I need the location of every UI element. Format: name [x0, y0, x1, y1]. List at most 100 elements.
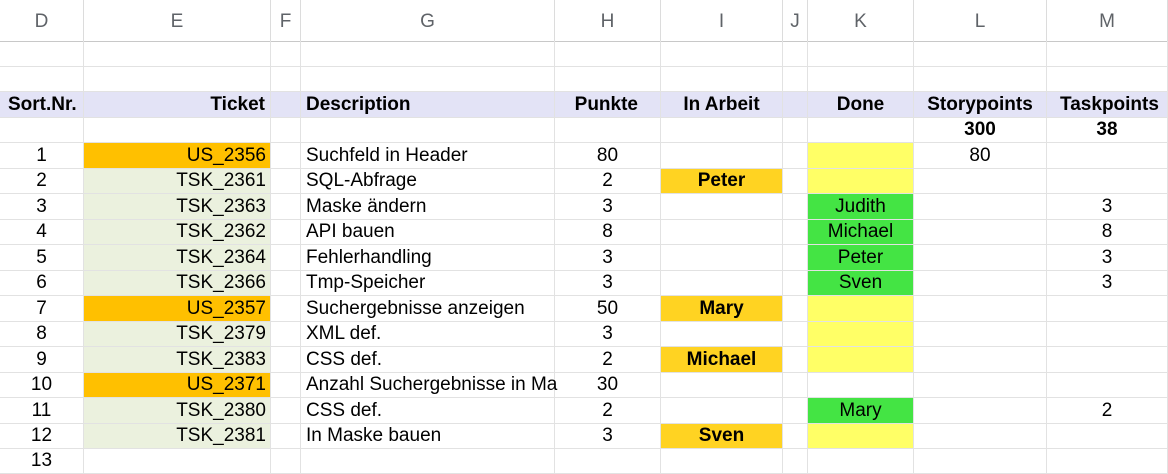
cell[interactable]	[783, 92, 808, 118]
cell[interactable]	[271, 398, 301, 424]
cell[interactable]	[783, 449, 808, 474]
ticket-cell[interactable]: TSK_2363	[84, 194, 271, 220]
ticket-cell[interactable]: TSK_2364	[84, 245, 271, 271]
punkte-cell[interactable]: 2	[555, 169, 661, 194]
sort-nr-cell[interactable]: 10	[0, 373, 84, 398]
storypoints-total[interactable]: 300	[914, 118, 1047, 143]
cell[interactable]	[783, 143, 808, 169]
punkte-cell[interactable]: 3	[555, 245, 661, 271]
cell[interactable]	[84, 118, 271, 143]
cell[interactable]	[783, 296, 808, 322]
description-cell[interactable]: API bauen	[301, 220, 555, 245]
done-cell[interactable]	[808, 373, 914, 398]
column-header-f[interactable]: F	[271, 0, 301, 41]
in-arbeit-cell[interactable]	[661, 220, 783, 245]
description-cell[interactable]: CSS def.	[301, 398, 555, 424]
description-cell[interactable]: XML def.	[301, 322, 555, 347]
header-in-arbeit[interactable]: In Arbeit	[661, 92, 783, 118]
storypoints-cell[interactable]	[914, 347, 1047, 373]
description-cell[interactable]: Fehlerhandling	[301, 245, 555, 271]
cell[interactable]	[271, 271, 301, 296]
description-cell[interactable]: In Maske bauen	[301, 424, 555, 449]
storypoints-cell[interactable]	[914, 322, 1047, 347]
cell[interactable]	[271, 194, 301, 220]
header-ticket[interactable]: Ticket	[84, 92, 271, 118]
ticket-cell[interactable]: TSK_2361	[84, 169, 271, 194]
description-cell[interactable]: Tmp-Speicher	[301, 271, 555, 296]
cell[interactable]	[301, 118, 555, 143]
cell[interactable]	[301, 67, 555, 92]
punkte-cell[interactable]: 3	[555, 271, 661, 296]
in-arbeit-cell[interactable]: Mary	[661, 296, 783, 322]
sort-nr-cell[interactable]: 12	[0, 424, 84, 449]
punkte-cell[interactable]: 80	[555, 143, 661, 169]
done-cell[interactable]: Mary	[808, 398, 914, 424]
cell[interactable]	[301, 449, 555, 474]
ticket-cell[interactable]: TSK_2381	[84, 424, 271, 449]
cell[interactable]	[661, 67, 783, 92]
in-arbeit-cell[interactable]	[661, 245, 783, 271]
sort-nr-cell[interactable]: 6	[0, 271, 84, 296]
cell[interactable]	[808, 449, 914, 474]
taskpoints-cell[interactable]	[1047, 143, 1168, 169]
in-arbeit-cell[interactable]: Michael	[661, 347, 783, 373]
column-header-g[interactable]: G	[301, 0, 555, 41]
ticket-cell[interactable]: US_2357	[84, 296, 271, 322]
cell[interactable]	[808, 118, 914, 143]
done-cell[interactable]	[808, 143, 914, 169]
cell[interactable]	[555, 41, 661, 67]
in-arbeit-cell[interactable]	[661, 322, 783, 347]
cell[interactable]	[271, 41, 301, 67]
storypoints-cell[interactable]	[914, 194, 1047, 220]
column-header-d[interactable]: D	[0, 0, 84, 41]
cell[interactable]	[783, 194, 808, 220]
cell[interactable]	[271, 424, 301, 449]
ticket-cell[interactable]: TSK_2383	[84, 347, 271, 373]
taskpoints-cell[interactable]	[1047, 347, 1168, 373]
done-cell[interactable]	[808, 347, 914, 373]
cell[interactable]	[808, 67, 914, 92]
taskpoints-cell[interactable]: 2	[1047, 398, 1168, 424]
column-header-e[interactable]: E	[84, 0, 271, 41]
cell[interactable]	[783, 373, 808, 398]
punkte-cell[interactable]: 3	[555, 194, 661, 220]
storypoints-cell[interactable]: 80	[914, 143, 1047, 169]
in-arbeit-cell[interactable]	[661, 373, 783, 398]
cell[interactable]	[783, 398, 808, 424]
sort-nr-cell[interactable]: 7	[0, 296, 84, 322]
storypoints-cell[interactable]	[914, 424, 1047, 449]
cell[interactable]	[1047, 449, 1168, 474]
cell[interactable]	[301, 41, 555, 67]
cell[interactable]	[783, 424, 808, 449]
cell[interactable]	[271, 347, 301, 373]
header-done[interactable]: Done	[808, 92, 914, 118]
cell[interactable]	[808, 41, 914, 67]
description-cell[interactable]: Suchergebnisse anzeigen	[301, 296, 555, 322]
cell[interactable]	[914, 449, 1047, 474]
cell[interactable]	[783, 347, 808, 373]
cell[interactable]	[783, 322, 808, 347]
sort-nr-cell[interactable]: 11	[0, 398, 84, 424]
sort-nr-cell[interactable]: 2	[0, 169, 84, 194]
cell[interactable]	[783, 67, 808, 92]
cell[interactable]	[0, 67, 84, 92]
done-cell[interactable]: Michael	[808, 220, 914, 245]
in-arbeit-cell[interactable]	[661, 143, 783, 169]
done-cell[interactable]	[808, 169, 914, 194]
header-storypoints[interactable]: Storypoints	[914, 92, 1047, 118]
cell[interactable]	[783, 41, 808, 67]
column-header-j[interactable]: J	[783, 0, 808, 41]
cell[interactable]	[271, 143, 301, 169]
cell[interactable]	[783, 118, 808, 143]
ticket-cell[interactable]: TSK_2379	[84, 322, 271, 347]
cell[interactable]	[271, 169, 301, 194]
punkte-cell[interactable]: 30	[555, 373, 661, 398]
header-taskpoints[interactable]: Taskpoints	[1047, 92, 1168, 118]
taskpoints-cell[interactable]: 3	[1047, 271, 1168, 296]
sort-nr-cell[interactable]: 4	[0, 220, 84, 245]
sort-nr-cell[interactable]: 8	[0, 322, 84, 347]
taskpoints-cell[interactable]: 3	[1047, 194, 1168, 220]
taskpoints-cell[interactable]	[1047, 424, 1168, 449]
cell[interactable]	[783, 220, 808, 245]
cell[interactable]	[914, 41, 1047, 67]
